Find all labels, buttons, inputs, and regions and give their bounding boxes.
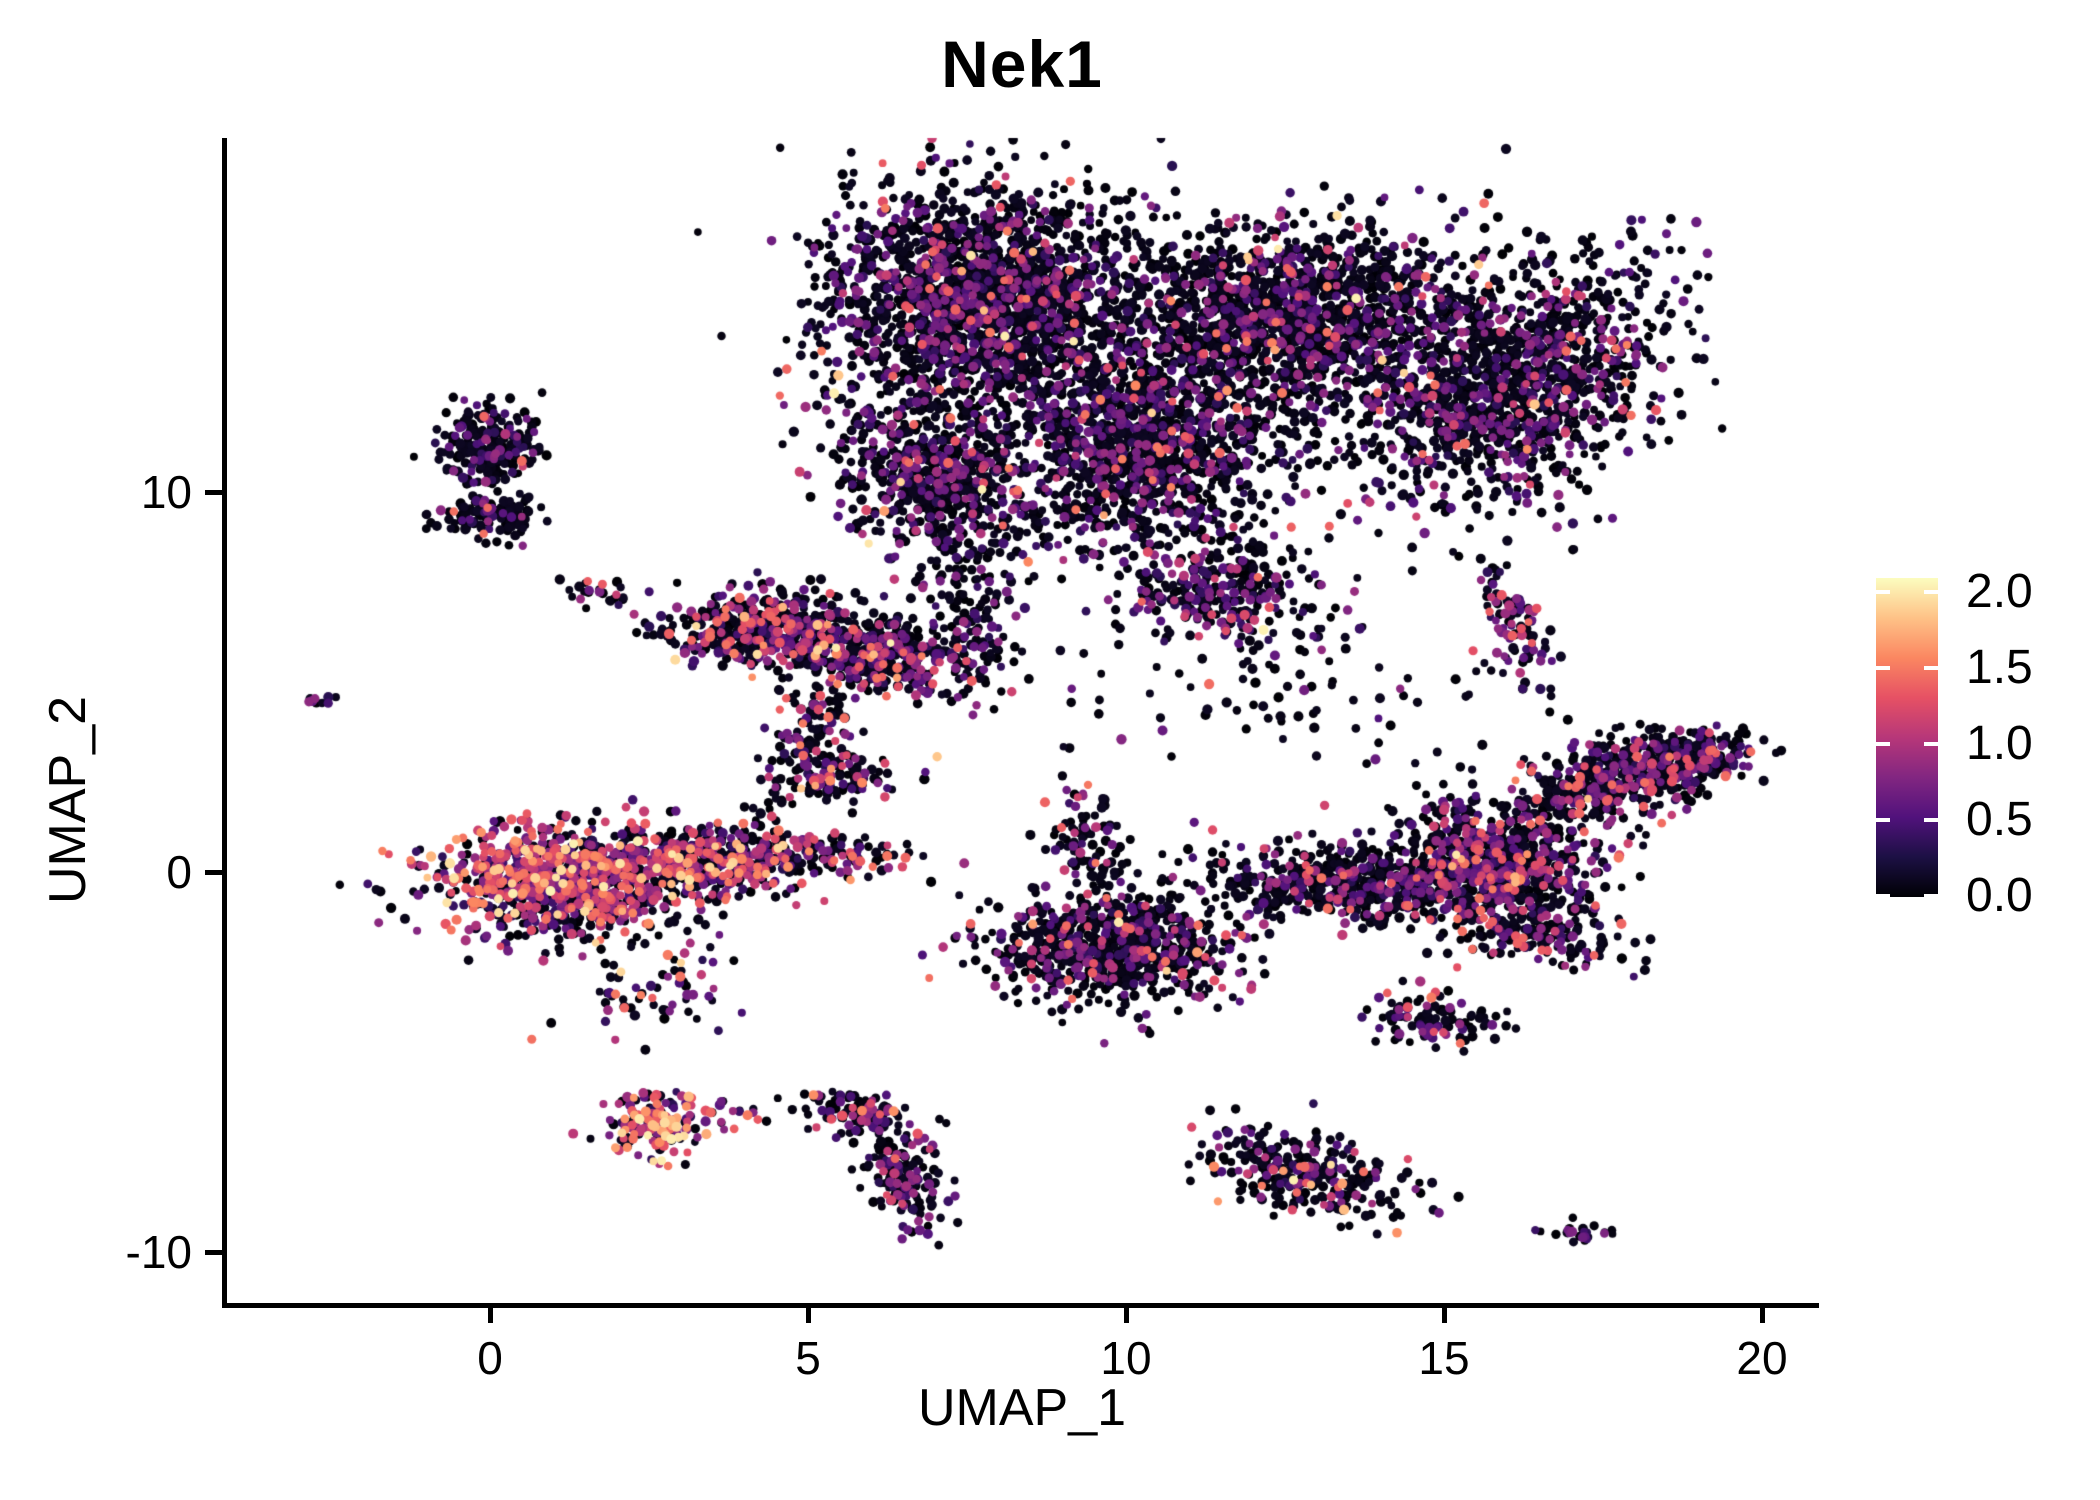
colorbar-tick-notch [1924,742,1938,746]
colorbar-tick-notch [1924,666,1938,670]
x-tick-label: 0 [477,1332,503,1384]
colorbar-tick-label: 0.5 [1966,793,2033,846]
colorbar-tick-notch [1876,894,1890,898]
y-tick-mark [205,870,222,875]
x-tick-mark [806,1308,811,1323]
y-axis-label: UMAP_2 [39,695,97,905]
x-tick-mark [1124,1308,1129,1323]
colorbar-tick-notch [1876,590,1890,594]
colorbar-tick-notch [1924,894,1938,898]
x-tick-label: 10 [1100,1332,1152,1384]
x-tick-mark [488,1308,493,1323]
y-tick-label: -10 [125,1226,192,1278]
y-tick-mark [205,490,222,495]
colorbar-tick-notch [1876,818,1890,822]
colorbar-gradient [1876,578,1938,897]
y-tick-mark [205,1250,222,1255]
colorbar-tick-label: 1.0 [1966,717,2033,770]
y-axis-line [222,138,227,1308]
colorbar-tick-notch [1924,590,1938,594]
x-axis-label: UMAP_1 [917,1379,1127,1437]
x-tick-mark [1442,1308,1447,1323]
x-tick-label: 5 [795,1332,821,1384]
y-tick-label: 10 [140,466,192,518]
x-tick-label: 15 [1418,1332,1470,1384]
colorbar-tick-notch [1924,818,1938,822]
colorbar-tick-notch [1876,742,1890,746]
x-axis-line [222,1303,1819,1308]
colorbar-tick-label: 1.5 [1966,641,2033,694]
colorbar-tick-notch [1876,666,1890,670]
y-tick-label: 0 [166,846,192,898]
x-tick-label: 20 [1736,1332,1788,1384]
x-tick-mark [1760,1308,1765,1323]
colorbar-tick-label: 0.0 [1966,869,2033,922]
colorbar-tick-label: 2.0 [1966,565,2033,618]
